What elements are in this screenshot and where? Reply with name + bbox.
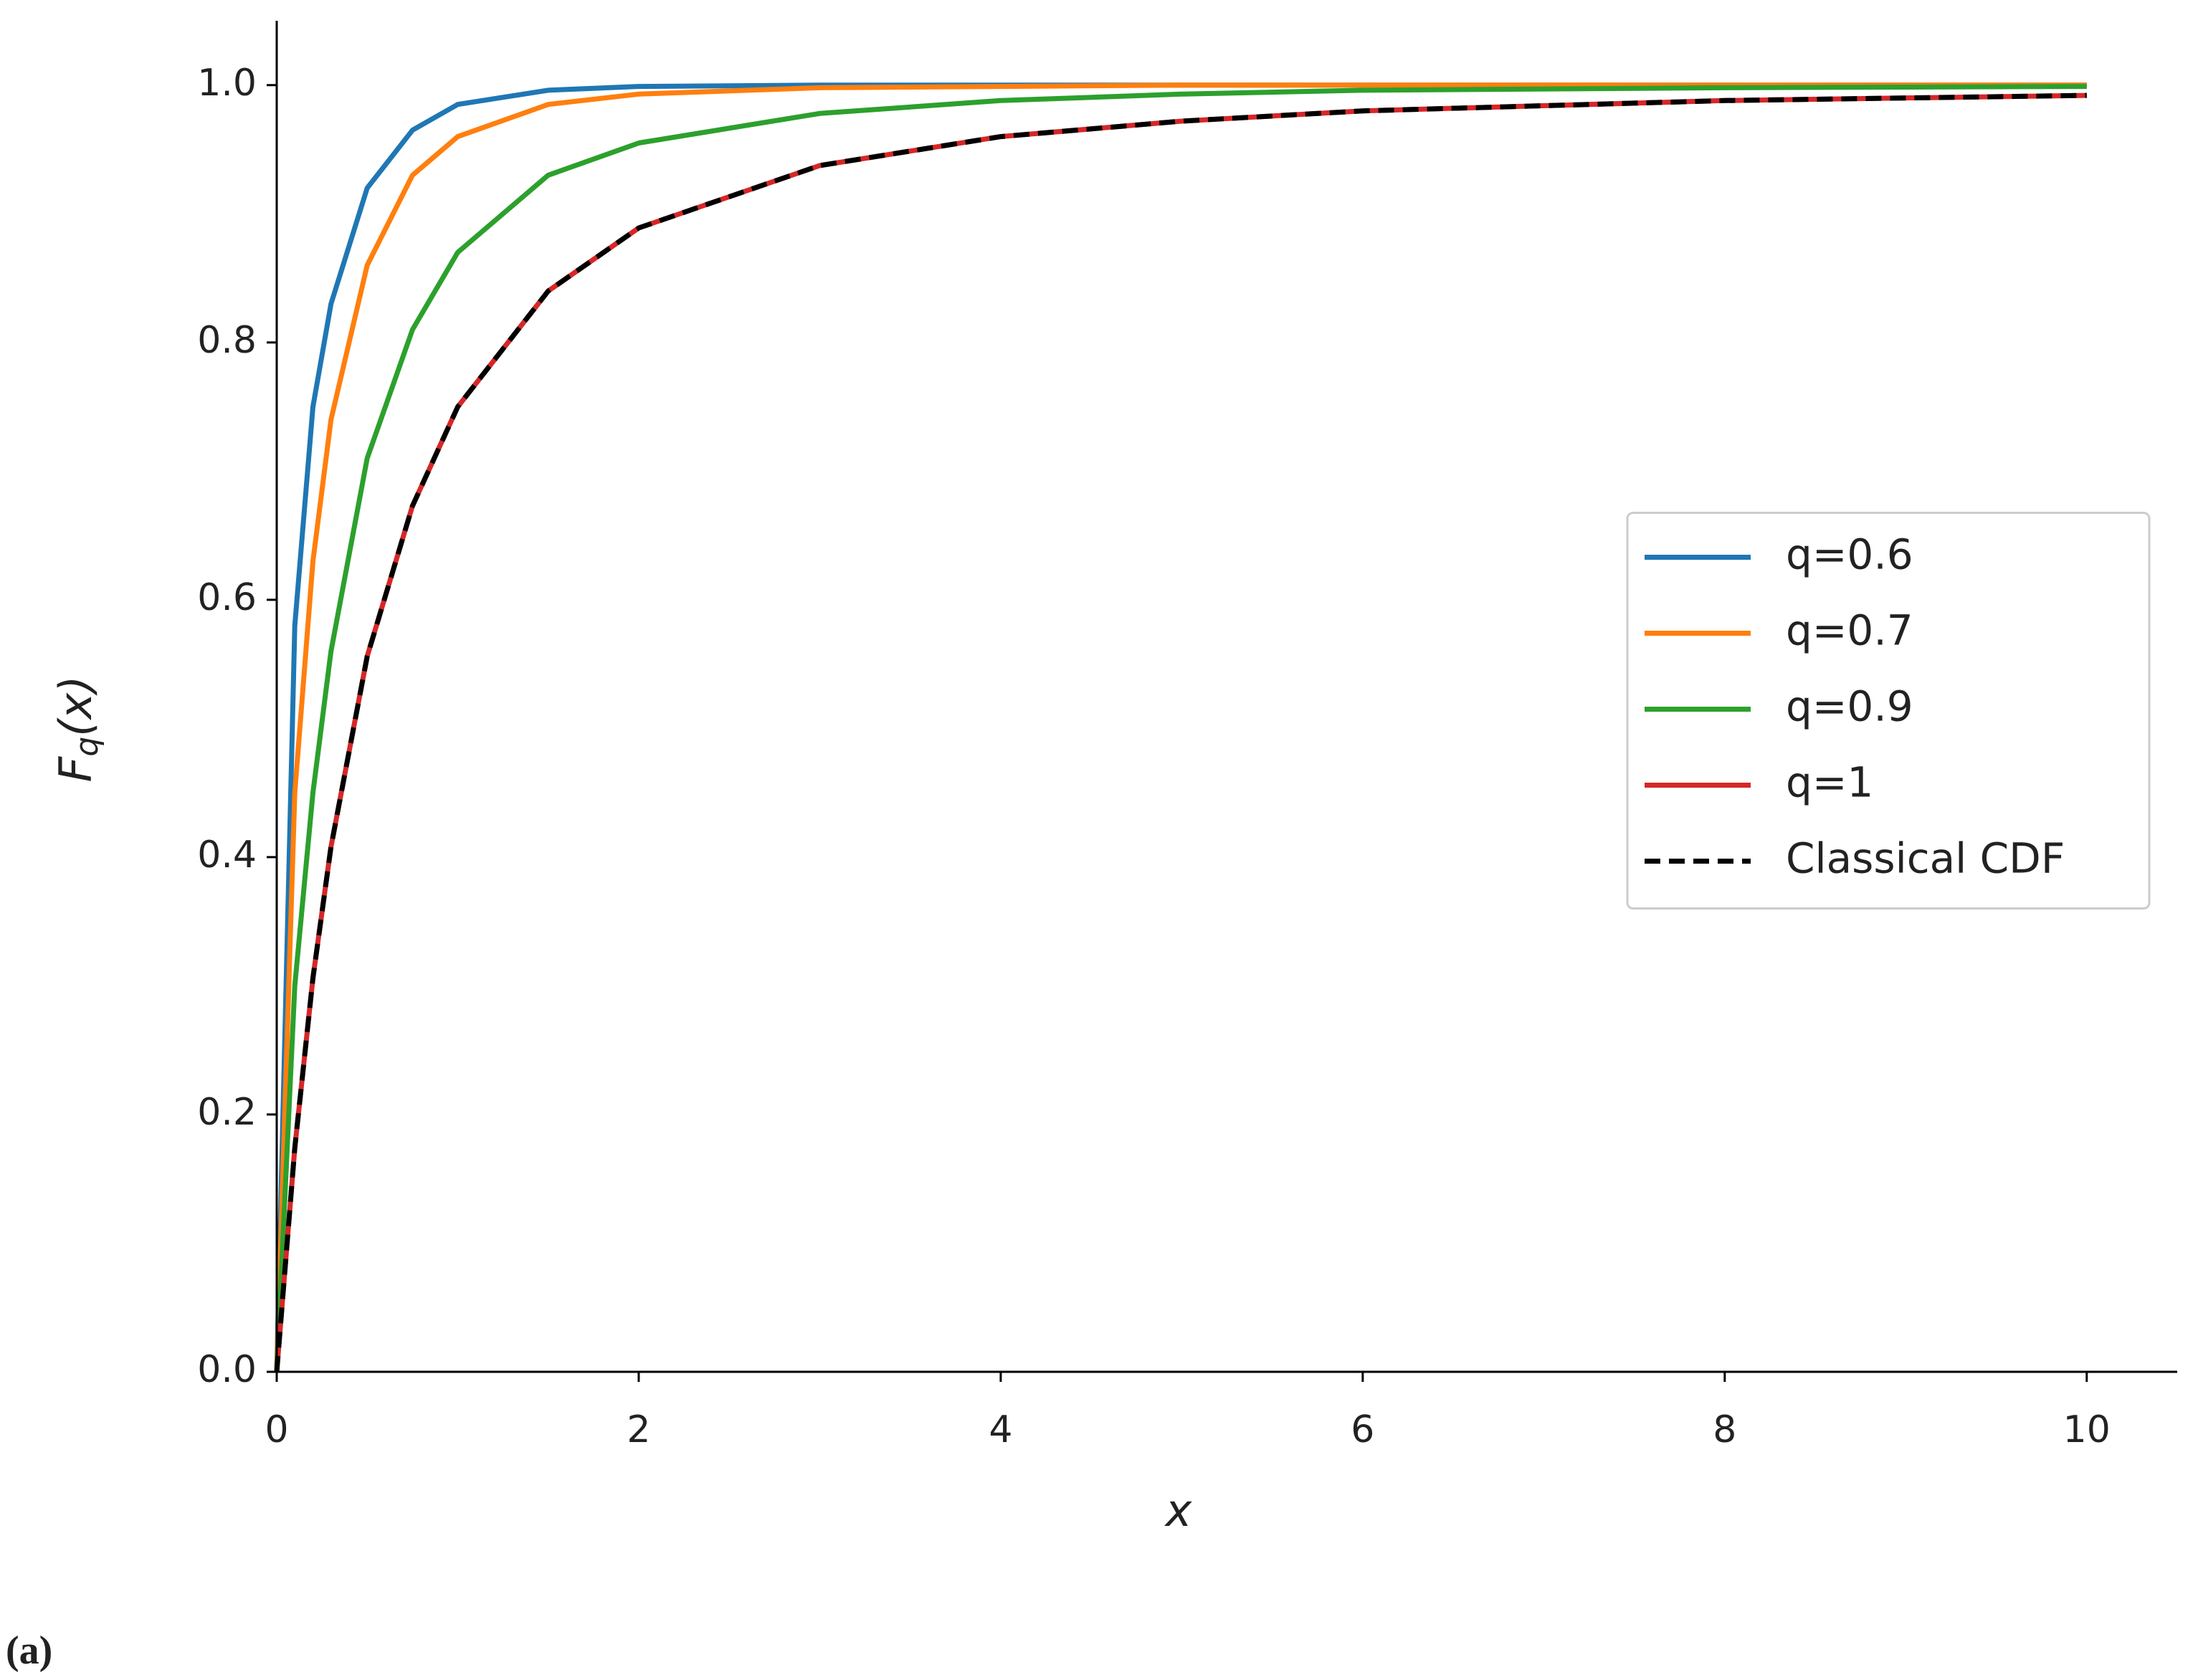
- legend-box: [1626, 512, 2151, 910]
- panel-label: (a): [6, 1628, 52, 1673]
- legend-label: Classical CDF: [1786, 834, 2065, 883]
- legend-label: q=1: [1786, 758, 1873, 807]
- legend-label: q=0.9: [1786, 682, 1913, 731]
- x-tick-label: 6: [1351, 1408, 1374, 1451]
- y-tick-label: 0.2: [197, 1091, 257, 1134]
- y-tick-label: 0.6: [197, 576, 257, 619]
- x-tick-label: 8: [1713, 1408, 1736, 1451]
- x-tick-label: 2: [627, 1408, 650, 1451]
- series-line: [274, 82, 2087, 1373]
- y-label-sub: q: [69, 737, 105, 757]
- series-line: [274, 92, 2087, 1373]
- y-tick-label: 0.4: [197, 834, 257, 877]
- legend-label: q=0.7: [1786, 606, 1913, 655]
- y-tick-label: 0.0: [197, 1348, 257, 1391]
- x-tick-label: 0: [265, 1408, 288, 1451]
- x-tick-label: 4: [989, 1408, 1012, 1451]
- y-axis-label: Fq(x): [49, 676, 105, 783]
- x-axis-label: x: [1164, 1484, 1193, 1537]
- y-label-rest: (x): [49, 676, 102, 737]
- series-line: [274, 84, 2087, 1373]
- y-tick-label: 1.0: [197, 62, 257, 105]
- y-tick-label: 0.8: [197, 319, 257, 362]
- legend-label: q=0.6: [1786, 530, 1913, 579]
- y-label-base: F: [49, 755, 102, 782]
- x-tick-label: 10: [2063, 1408, 2111, 1451]
